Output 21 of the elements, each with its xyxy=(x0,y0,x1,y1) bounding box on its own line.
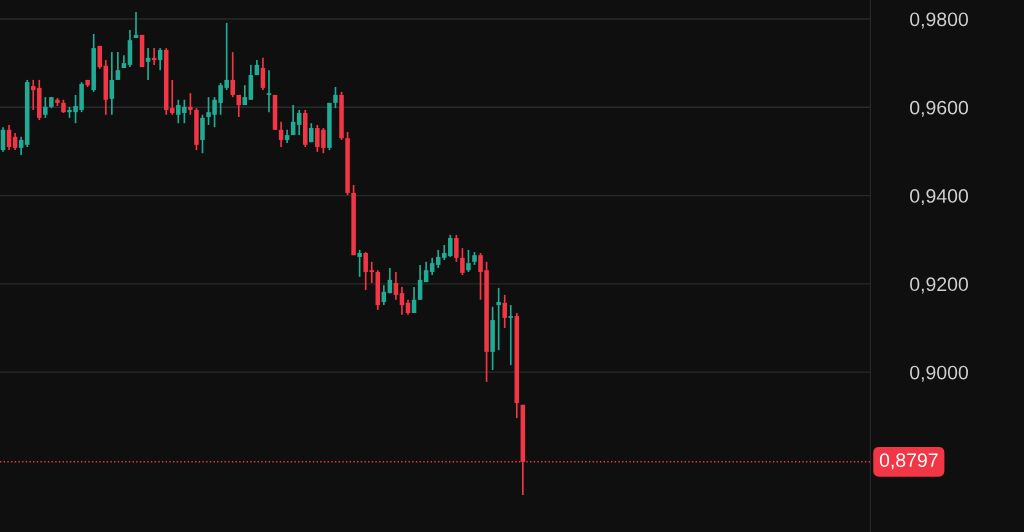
candlestick xyxy=(230,51,235,98)
candlestick xyxy=(454,234,459,263)
candlestick xyxy=(333,86,338,110)
y-tick-label: 0,9600 xyxy=(910,100,968,117)
candlestick xyxy=(170,79,175,116)
candlestick xyxy=(188,92,193,116)
candlestick xyxy=(357,249,362,278)
y-tick-label: 0,9800 xyxy=(910,12,968,29)
candlestick xyxy=(508,304,514,366)
y-tick-label: 0,9400 xyxy=(910,189,968,206)
candlestick xyxy=(466,249,471,273)
candlestick xyxy=(266,69,272,113)
candlestick xyxy=(496,287,501,351)
ref-line-label: 0,8797 xyxy=(879,453,938,470)
candlestick xyxy=(200,113,205,155)
y-tick-label: 0,9200 xyxy=(910,277,968,294)
candlestick xyxy=(502,294,507,329)
candlestick xyxy=(460,247,465,276)
candlestick xyxy=(43,96,48,119)
y-tick-label: 0,9000 xyxy=(910,365,968,382)
candlestick xyxy=(115,51,121,81)
